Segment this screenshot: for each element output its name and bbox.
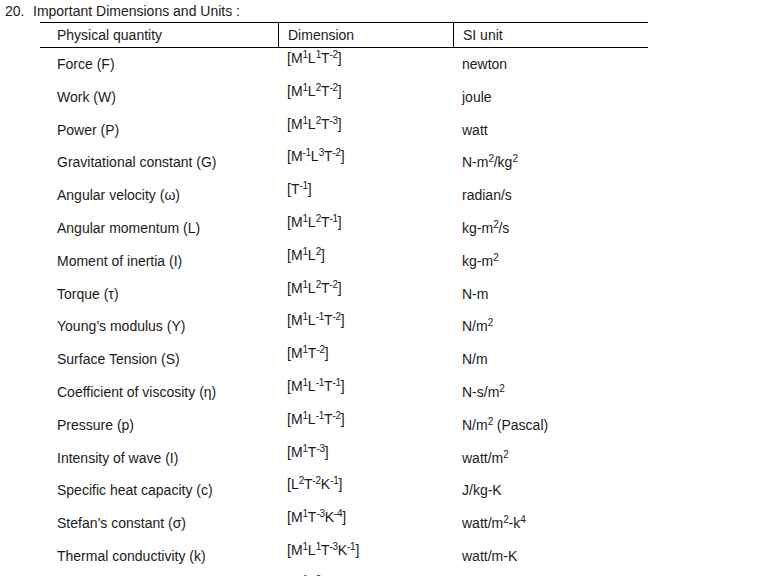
dimension-cell: [M1L-1T-1] [278,376,453,409]
dimension-cell: [M1L2T-3] [278,114,453,147]
table-row: Pressure (p)[M1L-1T-2]N/m2 (Pascal) [40,409,648,442]
si-unit-cell: kg-m2 [453,245,648,278]
quantity-cell: Work (W) [40,81,278,114]
table-row: Surface Tension (S)[M1T-2]N/m [40,343,648,376]
dimensions-units-table: Physical quantity Dimension SI unit Forc… [40,22,648,576]
table-row: Work (W)[M1L2T-2]joule [40,81,648,114]
si-unit-cell: N/m2 (Pascal) [453,409,648,442]
quantity-cell: Intensity of wave (I) [40,442,278,475]
table-row: Moment of inertia (I)[M1L2]kg-m2 [40,245,648,278]
quantity-cell: Power (P) [40,114,278,147]
column-header-physical-quantity: Physical quantity [40,23,278,47]
quantity-cell: Gravitational constant (G) [40,146,278,179]
section-title: Important Dimensions and Units : [33,3,240,19]
dimension-cell: [M1L-1T-2] [278,310,453,343]
si-unit-cell: joule [453,81,648,114]
quantity-cell: Surface Tension (S) [40,343,278,376]
quantity-cell: Pressure (p) [40,409,278,442]
dimension-cell: [T-1] [278,179,453,212]
dimension-cell: [M1L2T-1] [278,212,453,245]
dimension-cell: [M1L-1T-2] [278,409,453,442]
si-unit-cell: N-m2/kg2 [453,146,648,179]
quantity-cell: Angular momentum (L) [40,212,278,245]
dimension-cell: [M1L2T-2] [278,81,453,114]
table-row: Stefan’s constant (σ)[M1T-3K-4]watt/m2-k… [40,507,648,540]
section-number: 20. [5,4,33,18]
table-row: Angular momentum (L)[M1L2T-1]kg-m2/s [40,212,648,245]
quantity-cell: Stefan’s constant (σ) [40,507,278,540]
si-unit-cell: N-m [453,278,648,311]
dimension-cell: [M1T-3] [278,442,453,475]
quantity-cell: Young’s modulus (Y) [40,310,278,343]
column-header-dimension: Dimension [278,23,453,47]
dimension-cell: [M1T-2] [278,343,453,376]
dimension-cell: [M1L2] [278,245,453,278]
quantity-cell: Thermal conductivity (k) [40,540,278,573]
quantity-cell: Moment of inertia (I) [40,245,278,278]
dimension-cell: [M1L1T-3K-1] [278,540,453,573]
quantity-cell: Force (F) [40,48,278,81]
table-row: Specific heat capacity (c)[L2T-2K-1]J/kg… [40,474,648,507]
dimension-cell: [M1T-3K-4] [278,507,453,540]
quantity-cell: Angular velocity (ω) [40,179,278,212]
table-row: Intensity of wave (I)[M1T-3]watt/m2 [40,442,648,475]
table-row: Force (F)[M1L1T-2]newton [40,48,648,81]
si-unit-cell: watt [453,114,648,147]
table-body: Force (F)[M1L1T-2]newtonWork (W)[M1L2T-2… [40,48,648,576]
table-row: Thermal conductivity (k)[M1L1T-3K-1]watt… [40,540,648,573]
si-unit-cell: watt/m2 [453,442,648,475]
dimension-cell: [L2T-2K-1] [278,474,453,507]
si-unit-cell: watt/m-K [453,540,648,573]
dimension-cell: [M1L1T-2] [278,48,453,81]
dimension-cell: [M1L2T-2] [278,278,453,311]
si-unit-cell: J/kg-K [453,474,648,507]
section-heading: 20.Important Dimensions and Units : [5,4,240,18]
si-unit-cell: newton [453,48,648,81]
si-unit-cell: kg-m2/s [453,212,648,245]
dimension-cell: [M-1L3T-2] [278,146,453,179]
si-unit-cell: radian/s [453,179,648,212]
si-unit-cell: N-s/m2 [453,376,648,409]
quantity-cell: Torque (τ) [40,278,278,311]
column-header-si-unit: SI unit [453,23,648,47]
si-unit-cell: N/m [453,343,648,376]
si-unit-cell: watt/m2-k4 [453,507,648,540]
quantity-cell: Coefficient of viscosity (η) [40,376,278,409]
table-row: Torque (τ)[M1L2T-2]N-m [40,278,648,311]
table-row: Angular velocity (ω)[T-1]radian/s [40,179,648,212]
table-header-row: Physical quantity Dimension SI unit [40,22,648,48]
quantity-cell: Specific heat capacity (c) [40,474,278,507]
table-row: Power (P)[M1L2T-3]watt [40,114,648,147]
table-row: Gravitational constant (G)[M-1L3T-2]N-m2… [40,146,648,179]
table-row: Young’s modulus (Y)[M1L-1T-2]N/m2 [40,310,648,343]
si-unit-cell: N/m2 [453,310,648,343]
table-row: Coefficient of viscosity (η)[M1L-1T-1]N-… [40,376,648,409]
